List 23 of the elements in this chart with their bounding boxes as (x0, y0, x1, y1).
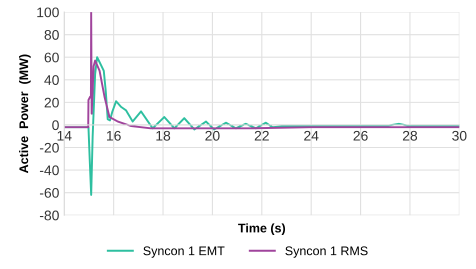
y-tick-label: -40 (40, 165, 59, 176)
y-tick-label: -60 (40, 188, 59, 198)
y-axis-title: Active Power (MW) (19, 54, 31, 174)
x-tick-label: 26 (354, 130, 368, 141)
y-tick-label: -20 (40, 142, 59, 153)
x-tick-label: 14 (58, 131, 72, 141)
y-tick-label: 20 (44, 98, 59, 108)
y-tick-label: 100 (37, 7, 59, 18)
x-tick-label: 28 (402, 130, 418, 141)
x-tick-label: 16 (106, 130, 121, 141)
legend-label: Syncon 1 RMS (285, 246, 368, 258)
x-tick-label: 30 (452, 130, 467, 141)
y-tick-label: 40 (44, 75, 59, 85)
y-tick-label: 80 (44, 30, 59, 40)
y-tick-label: -80 (40, 210, 59, 220)
x-tick-label: 20 (205, 130, 220, 141)
x-tick-label: 22 (254, 130, 269, 141)
y-tick-label: 0 (52, 120, 59, 130)
legend-label: Syncon 1 EMT (143, 246, 225, 258)
y-tick-label: 60 (44, 52, 59, 62)
x-tick-label: 18 (156, 130, 170, 141)
x-axis-title: Time (s) (238, 223, 286, 235)
x-tick-label: 24 (304, 130, 319, 141)
